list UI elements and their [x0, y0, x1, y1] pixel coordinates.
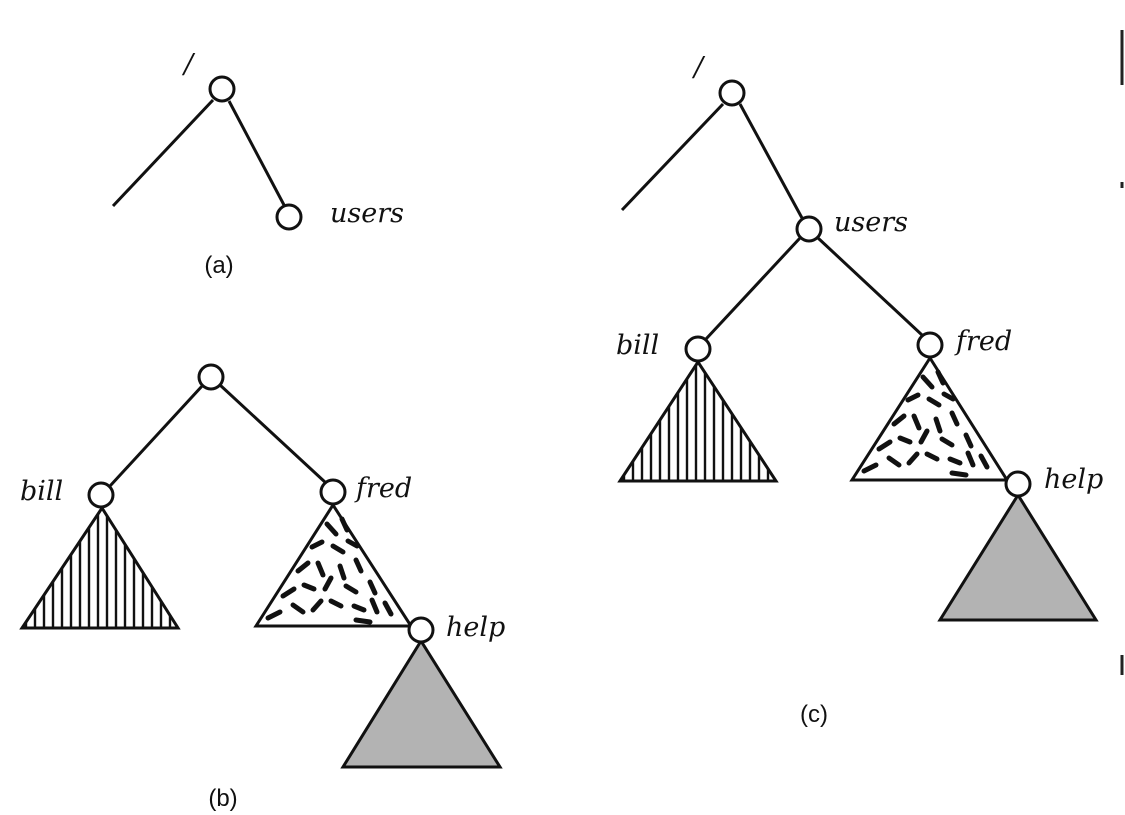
bill-node — [87, 481, 115, 509]
caption-b: (b) — [208, 785, 237, 812]
vertical-hatch-pattern — [24, 508, 172, 628]
dash-pattern — [861, 369, 990, 478]
fred-label: fred — [954, 326, 1012, 357]
fred-subtree-triangle — [253, 502, 414, 628]
help-node — [407, 616, 435, 644]
edge-top-bill — [108, 383, 205, 488]
caption-a: (a) — [204, 252, 233, 279]
help-label: help — [446, 612, 505, 643]
bill-label: bill — [616, 330, 659, 361]
bill-label: bill — [20, 476, 63, 507]
bill-subtree — [19, 505, 181, 630]
help-subtree-triangle — [340, 638, 503, 769]
root-node — [208, 75, 236, 103]
root-node — [718, 79, 746, 107]
bill-subtree-triangle — [617, 359, 779, 483]
panel-b: bill fred help (b) — [19, 363, 505, 812]
edge-users-bill — [704, 236, 802, 341]
edge-root-left — [111, 98, 215, 208]
fred-subtree — [849, 355, 1010, 482]
panel-c: / users bill fred help (c) — [616, 52, 1103, 728]
fred-node — [916, 331, 944, 359]
root-label: / — [691, 52, 706, 83]
edge-root-users — [227, 100, 286, 206]
top-node — [197, 363, 225, 391]
help-subtree-triangle — [937, 492, 1099, 622]
edge-users-fred — [816, 236, 924, 337]
users-label: users — [834, 207, 908, 238]
bill-subtree — [617, 359, 779, 483]
root-label: / — [181, 49, 196, 80]
users-label: users — [330, 198, 404, 229]
edge-root-users — [738, 103, 804, 219]
fred-node — [319, 478, 347, 506]
panel-a: / users (a) — [111, 49, 404, 279]
edge-root-left — [620, 102, 725, 212]
caption-c: (c) — [800, 701, 828, 728]
fred-subtree-triangle — [849, 355, 1010, 482]
help-node — [1004, 470, 1032, 498]
vertical-hatch-pattern — [622, 362, 770, 481]
dash-pattern — [265, 516, 394, 625]
bill-node — [684, 335, 712, 363]
edge-top-fred — [218, 383, 328, 485]
fred-subtree — [253, 502, 414, 628]
users-node — [795, 215, 823, 243]
help-label: help — [1044, 464, 1103, 495]
bill-subtree-triangle — [19, 505, 181, 630]
fred-label: fred — [354, 473, 412, 504]
users-node — [275, 203, 303, 231]
